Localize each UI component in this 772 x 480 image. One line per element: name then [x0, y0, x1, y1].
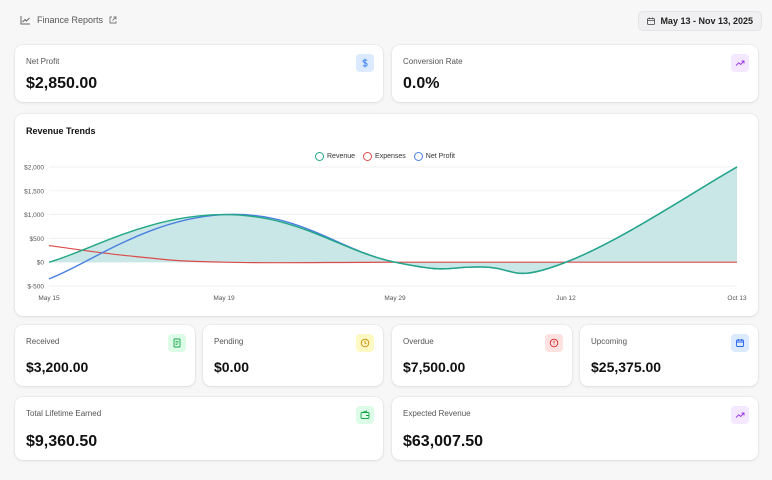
card-value: $3,200.00 [26, 359, 89, 375]
x-tick-label: May 29 [384, 295, 406, 302]
y-tick-label: $500 [30, 236, 45, 243]
conversion-rate-card: Conversion Rate 0.0% [392, 45, 758, 102]
received-card: Received $3,200.00 [15, 325, 195, 386]
card-label: Upcoming [591, 337, 628, 346]
legend-item-net-profit[interactable]: Net Profit [413, 152, 455, 161]
card-label: Pending [214, 337, 244, 346]
page-title-link[interactable]: Finance Reports [20, 15, 117, 25]
revenue-line [48, 166, 738, 275]
card-label: Received [26, 337, 60, 346]
revenue-area [49, 167, 737, 274]
upcoming-card: Upcoming $25,375.00 [580, 325, 758, 386]
wallet-icon [356, 406, 374, 424]
pending-card: Pending $0.00 [203, 325, 383, 386]
receipt-icon [168, 334, 186, 352]
card-value: $63,007.50 [403, 433, 484, 450]
page-title: Finance Reports [37, 15, 104, 25]
card-label: Overdue [403, 337, 434, 346]
date-range-picker[interactable]: May 13 - Nov 13, 2025 [638, 11, 762, 31]
legend-item-expenses[interactable]: Expenses [363, 152, 406, 161]
x-tick-label: May 19 [213, 295, 235, 302]
total-lifetime-earned-card: Total Lifetime Earned $9,360.50 [15, 397, 383, 460]
overdue-card: Overdue $7,500.00 [392, 325, 572, 386]
card-value: $25,375.00 [591, 359, 662, 375]
card-value: 0.0% [403, 75, 440, 92]
card-value: $0.00 [214, 359, 250, 375]
chart-legend: Revenue Expenses Net Profit [315, 152, 455, 161]
chart-title: Revenue Trends [26, 126, 96, 136]
revenue-trends-chart: $2,000 $1,500 $1,000 $500 $0 $-500 May 15 May 1… [24, 165, 747, 303]
card-label: Conversion Rate [403, 57, 463, 66]
trending-up-icon [731, 406, 749, 424]
card-value: $7,500.00 [403, 359, 466, 375]
card-label: Net Profit [26, 57, 60, 66]
calendar-icon [731, 334, 749, 352]
card-value: $9,360.50 [26, 433, 98, 450]
card-value: $2,850.00 [26, 75, 98, 92]
y-tick-label: $1,500 [24, 188, 44, 195]
y-tick-label: $0 [37, 260, 45, 267]
calendar-icon [647, 17, 656, 25]
expected-revenue-card: Expected Revenue $63,007.50 [392, 397, 758, 460]
y-tick-label: $-500 [27, 284, 44, 291]
dollar-icon [356, 54, 374, 72]
legend-item-revenue[interactable]: Revenue [315, 152, 355, 161]
x-tick-label: Jun 12 [556, 295, 576, 302]
y-tick-label: $2,000 [24, 165, 44, 172]
chart-icon [20, 16, 30, 25]
card-label: Total Lifetime Earned [26, 409, 102, 418]
x-tick-label: Oct 13 [727, 295, 747, 302]
top-bar: Finance Reports May 13 - Nov 13, 2025 [0, 0, 772, 42]
external-link-icon [109, 16, 117, 24]
net-profit-card: Net Profit $2,850.00 [15, 45, 383, 102]
trending-up-icon [731, 54, 749, 72]
clock-icon [356, 334, 374, 352]
y-tick-label: $1,000 [24, 212, 44, 219]
card-label: Expected Revenue [403, 409, 471, 418]
date-range-label: May 13 - Nov 13, 2025 [660, 16, 753, 26]
expenses-line [48, 244, 737, 264]
alert-circle-icon [545, 334, 563, 352]
x-tick-label: May 15 [38, 295, 60, 302]
revenue-trends-card: Revenue Trends Revenue Expenses Net Prof… [15, 114, 758, 316]
